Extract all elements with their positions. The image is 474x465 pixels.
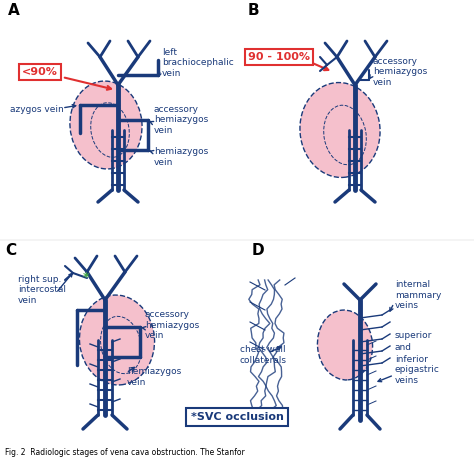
- Text: and: and: [395, 343, 412, 352]
- Text: chest wall
collaterals: chest wall collaterals: [240, 345, 287, 365]
- Text: C: C: [5, 243, 16, 258]
- Ellipse shape: [318, 310, 373, 380]
- Ellipse shape: [70, 81, 142, 169]
- Text: accessory
hemiazygos
vein: accessory hemiazygos vein: [373, 57, 427, 87]
- Text: *: *: [83, 271, 89, 284]
- Text: internal
mammary
veins: internal mammary veins: [395, 280, 441, 310]
- Text: A: A: [8, 3, 20, 18]
- Text: hemiazygos
vein: hemiazygos vein: [127, 367, 181, 387]
- Text: inferior
epigastric
veins: inferior epigastric veins: [395, 355, 440, 385]
- Text: hemiazygos
vein: hemiazygos vein: [154, 147, 208, 166]
- Text: D: D: [252, 243, 264, 258]
- Ellipse shape: [80, 295, 155, 385]
- Text: right sup.
intercostal
vein: right sup. intercostal vein: [18, 275, 66, 305]
- Text: superior: superior: [395, 331, 432, 339]
- Text: B: B: [248, 3, 260, 18]
- Text: accessory
hemiazygos
vein: accessory hemiazygos vein: [154, 105, 208, 135]
- Text: *SVC occlusion: *SVC occlusion: [191, 412, 283, 422]
- Text: left
brachiocephalic
vein: left brachiocephalic vein: [162, 48, 234, 78]
- Text: 90 - 100%: 90 - 100%: [248, 52, 310, 62]
- Text: accessory
hemiazygos
vein: accessory hemiazygos vein: [145, 310, 199, 340]
- Ellipse shape: [300, 83, 380, 178]
- Text: <90%: <90%: [22, 67, 58, 77]
- Text: Fig. 2  Radiologic stages of vena cava obstruction. The Stanfor: Fig. 2 Radiologic stages of vena cava ob…: [5, 448, 245, 457]
- Text: azygos vein: azygos vein: [10, 106, 64, 114]
